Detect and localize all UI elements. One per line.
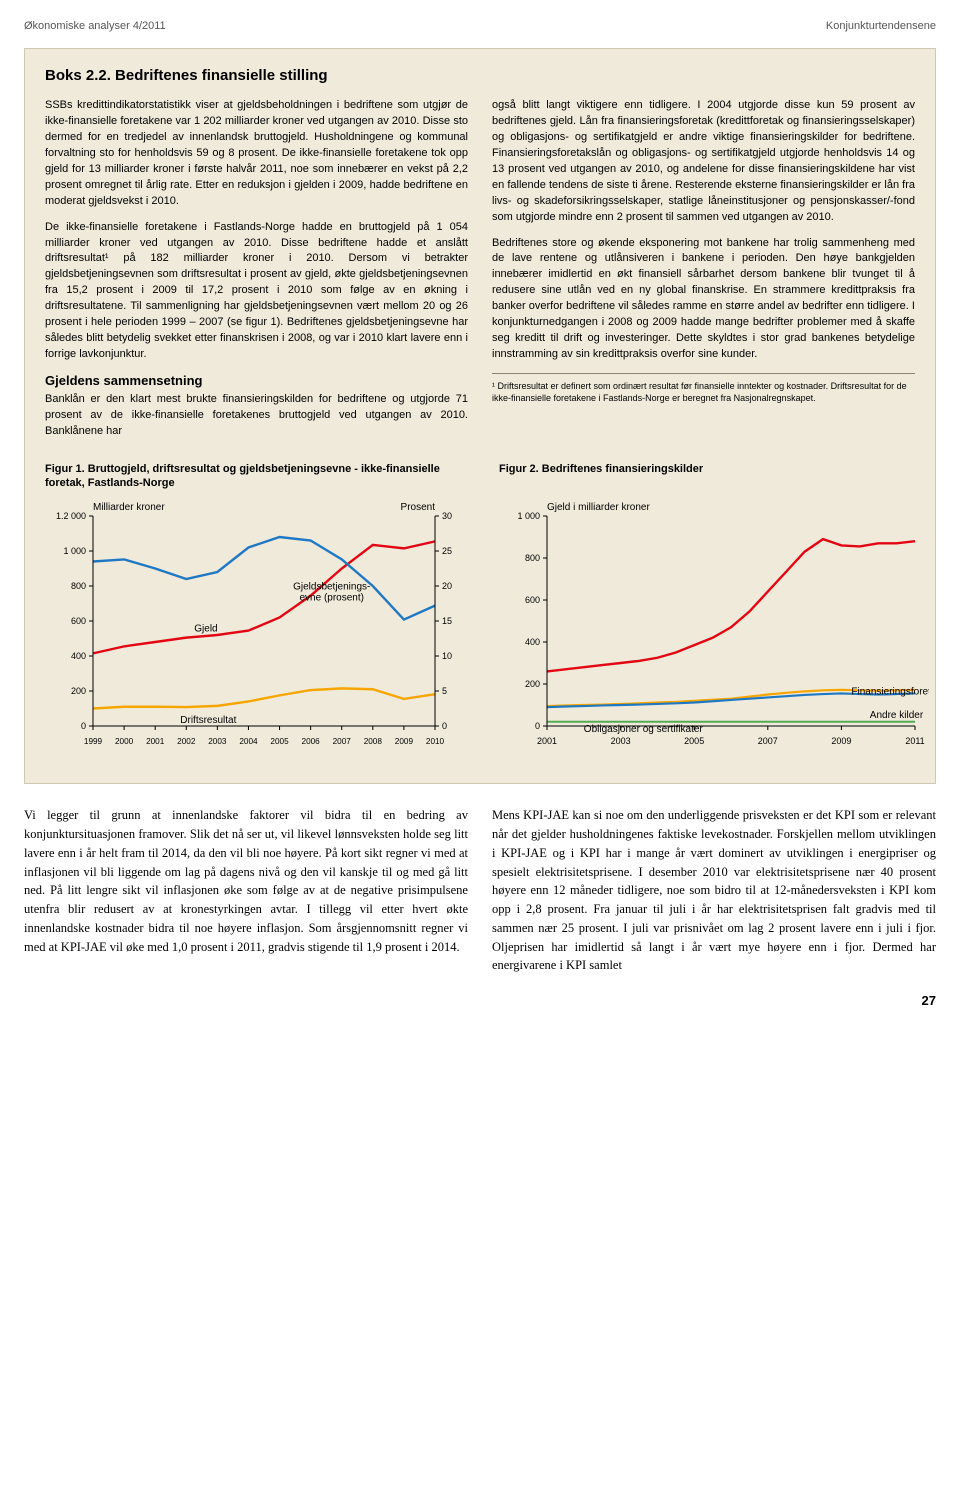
- chart1-block: Figur 1. Bruttogjeld, driftsresultat og …: [45, 462, 475, 764]
- svg-text:800: 800: [525, 553, 540, 563]
- svg-text:800: 800: [71, 581, 86, 591]
- svg-text:2001: 2001: [146, 737, 165, 746]
- svg-text:400: 400: [71, 651, 86, 661]
- box-para: Banklån er den klart mest brukte finansi…: [45, 392, 468, 440]
- svg-text:2007: 2007: [333, 737, 352, 746]
- svg-text:0: 0: [442, 721, 447, 731]
- page-header: Økonomiske analyser 4/2011 Konjunkturten…: [24, 20, 936, 32]
- svg-text:2009: 2009: [831, 736, 851, 746]
- svg-text:2002: 2002: [177, 737, 196, 746]
- svg-text:Prosent: Prosent: [401, 502, 436, 513]
- bottom-para: Vi legger til grunn at innenlandske fakt…: [24, 806, 468, 956]
- box-right-col: også blitt langt viktigere enn tidligere…: [492, 98, 915, 450]
- bottom-para: Mens KPI-JAE kan si noe om den underligg…: [492, 806, 936, 975]
- svg-text:Finansieringsforetak: Finansieringsforetak: [851, 687, 929, 698]
- svg-text:2003: 2003: [611, 736, 631, 746]
- svg-text:2001: 2001: [537, 736, 557, 746]
- header-right: Konjunkturtendensene: [826, 20, 936, 32]
- svg-text:2004: 2004: [239, 737, 258, 746]
- svg-text:Milliarder kroner: Milliarder kroner: [93, 502, 165, 513]
- svg-text:10: 10: [442, 651, 452, 661]
- svg-text:600: 600: [71, 616, 86, 626]
- bottom-right: Mens KPI-JAE kan si noe om den underligg…: [492, 806, 936, 975]
- info-box: Boks 2.2. Bedriftenes finansielle stilli…: [24, 48, 936, 784]
- svg-text:2011: 2011: [905, 736, 924, 746]
- header-left: Økonomiske analyser 4/2011: [24, 20, 166, 32]
- bottom-left: Vi legger til grunn at innenlandske fakt…: [24, 806, 468, 975]
- chart1-title: Figur 1. Bruttogjeld, driftsresultat og …: [45, 462, 475, 491]
- svg-text:400: 400: [525, 637, 540, 647]
- svg-text:2003: 2003: [208, 737, 227, 746]
- svg-text:200: 200: [525, 679, 540, 689]
- svg-text:1.2 000: 1.2 000: [56, 511, 86, 521]
- svg-text:20: 20: [442, 581, 452, 591]
- chart1-svg: Milliarder kronerProsent02004006008001 0…: [45, 498, 475, 758]
- svg-text:15: 15: [442, 616, 452, 626]
- svg-text:Andre kilder: Andre kilder: [870, 710, 924, 721]
- svg-text:evne (prosent): evne (prosent): [299, 593, 363, 604]
- svg-text:30: 30: [442, 511, 452, 521]
- svg-text:Gjeld: Gjeld: [194, 624, 217, 635]
- svg-text:0: 0: [535, 721, 540, 731]
- box-para: Bedriftenes store og økende eksponering …: [492, 236, 915, 364]
- svg-text:200: 200: [71, 686, 86, 696]
- svg-text:1 000: 1 000: [517, 511, 540, 521]
- box-subhead: Gjeldens sammensetning: [45, 373, 468, 388]
- svg-text:Gjeldsbetjenings-: Gjeldsbetjenings-: [293, 582, 370, 593]
- box-para: SSBs kredittindikatorstatistikk viser at…: [45, 98, 468, 210]
- svg-text:0: 0: [81, 721, 86, 731]
- page-number: 27: [24, 993, 936, 1008]
- svg-text:1999: 1999: [84, 737, 103, 746]
- svg-text:Driftsresultat: Driftsresultat: [180, 716, 236, 727]
- svg-text:5: 5: [442, 686, 447, 696]
- svg-text:Gjeld i milliarder kroner: Gjeld i milliarder kroner: [547, 502, 650, 513]
- svg-text:2006: 2006: [302, 737, 321, 746]
- svg-text:25: 25: [442, 546, 452, 556]
- svg-text:2005: 2005: [270, 737, 289, 746]
- box-para: De ikke-finansielle foretakene i Fastlan…: [45, 220, 468, 363]
- box-para: også blitt langt viktigere enn tidligere…: [492, 98, 915, 226]
- svg-text:2009: 2009: [395, 737, 414, 746]
- box-footnote: ¹ Driftsresultat er definert som ordinær…: [492, 373, 915, 404]
- svg-text:2000: 2000: [115, 737, 134, 746]
- chart2-svg: Gjeld i milliarder kroner 0 200 400 600 800 1 …: [499, 498, 929, 758]
- svg-text:2007: 2007: [758, 736, 778, 746]
- chart2-title: Figur 2. Bedriftenes finansieringskilder: [499, 462, 929, 490]
- box-left-col: SSBs kredittindikatorstatistikk viser at…: [45, 98, 468, 450]
- svg-text:1 000: 1 000: [63, 546, 86, 556]
- svg-text:2005: 2005: [684, 736, 704, 746]
- svg-text:2010: 2010: [426, 737, 445, 746]
- svg-text:2008: 2008: [364, 737, 383, 746]
- svg-text:600: 600: [525, 595, 540, 605]
- box-title: Boks 2.2. Bedriftenes finansielle stilli…: [45, 67, 915, 84]
- bottom-columns: Vi legger til grunn at innenlandske fakt…: [24, 806, 936, 975]
- chart2-block: Figur 2. Bedriftenes finansieringskilder…: [499, 462, 929, 764]
